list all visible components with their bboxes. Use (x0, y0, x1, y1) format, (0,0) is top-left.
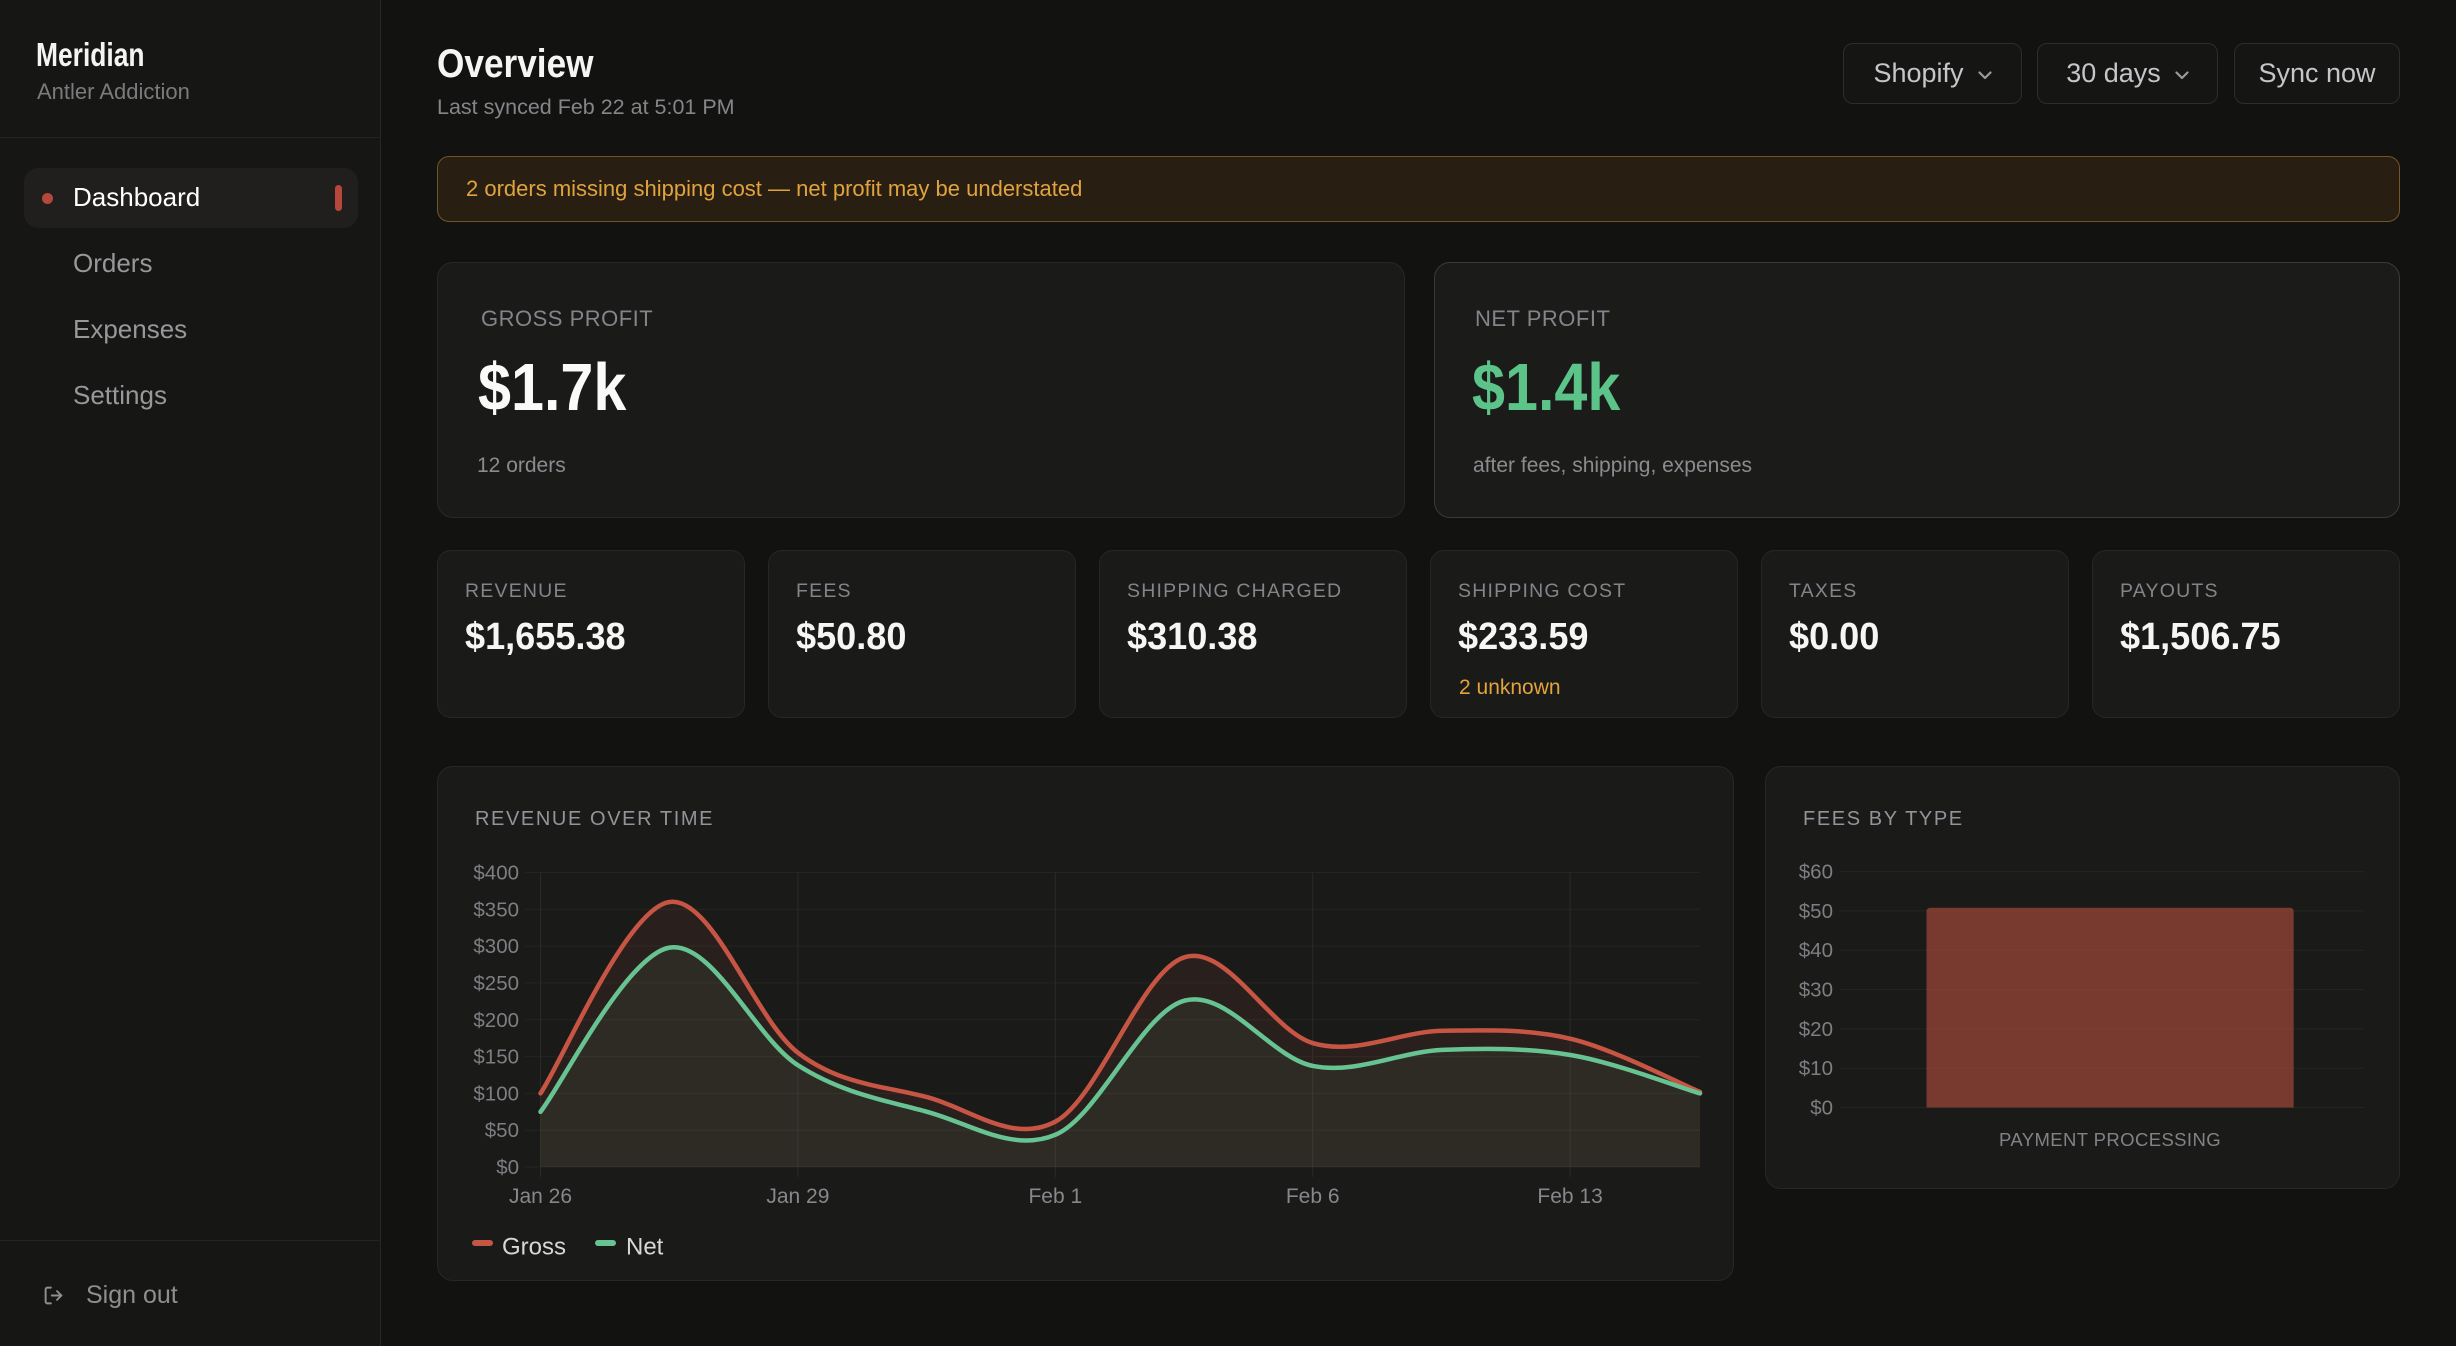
svg-text:$150: $150 (473, 1046, 519, 1069)
svg-text:$200: $200 (473, 1009, 519, 1032)
svg-text:Gross: Gross (502, 1234, 566, 1261)
svg-text:Feb 13: Feb 13 (1537, 1185, 1602, 1208)
svg-text:Feb 1: Feb 1 (1028, 1185, 1082, 1208)
svg-text:$50: $50 (1799, 900, 1833, 923)
svg-text:$300: $300 (473, 935, 519, 958)
svg-text:$100: $100 (473, 1082, 519, 1105)
svg-text:$0: $0 (496, 1156, 519, 1179)
svg-text:$20: $20 (1799, 1018, 1833, 1041)
svg-text:Jan 29: Jan 29 (766, 1185, 829, 1208)
svg-text:$10: $10 (1799, 1057, 1833, 1080)
svg-text:Feb 6: Feb 6 (1286, 1185, 1340, 1208)
svg-text:$350: $350 (473, 898, 519, 921)
svg-text:$60: $60 (1799, 861, 1833, 884)
svg-text:PAYMENT PROCESSING: PAYMENT PROCESSING (1999, 1129, 2221, 1150)
svg-text:Jan 26: Jan 26 (509, 1185, 572, 1208)
svg-text:$30: $30 (1799, 979, 1833, 1002)
svg-text:Net: Net (626, 1234, 664, 1261)
svg-text:$0: $0 (1810, 1097, 1833, 1120)
svg-text:$50: $50 (485, 1119, 519, 1142)
svg-text:$40: $40 (1799, 939, 1833, 962)
svg-text:$250: $250 (473, 972, 519, 995)
svg-text:$400: $400 (473, 862, 519, 885)
